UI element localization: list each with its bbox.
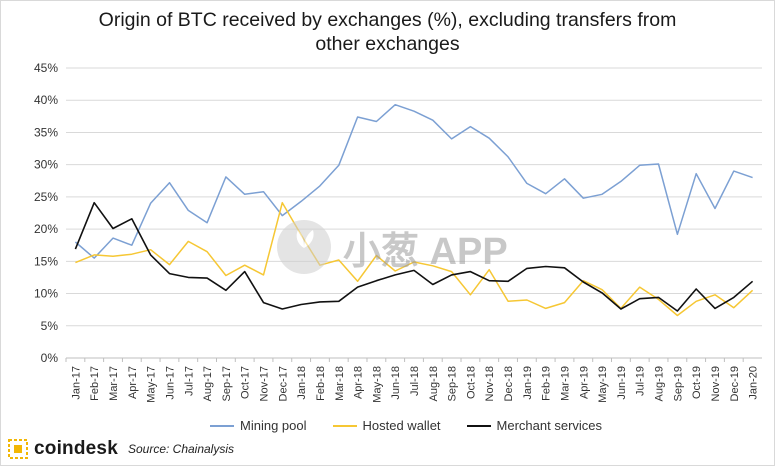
y-tick-label: 20% xyxy=(34,222,58,236)
legend-item-merchant-services: Merchant services xyxy=(466,418,603,433)
x-tick-label: Oct-18 xyxy=(465,366,477,399)
legend-label-merchant-services: Merchant services xyxy=(496,418,603,433)
legend-item-hosted-wallet: Hosted wallet xyxy=(332,418,441,433)
x-tick-label: Jan-19 xyxy=(522,366,534,400)
x-tick-label: Jan-17 xyxy=(70,366,82,400)
y-tick-label: 5% xyxy=(41,319,59,333)
x-tick-label: Aug-18 xyxy=(428,366,440,401)
series-line-mining-pool xyxy=(74,103,753,259)
y-tick-label: 45% xyxy=(34,61,58,75)
x-tick-label: Feb-18 xyxy=(315,366,327,401)
legend-swatch-mining-pool xyxy=(210,424,234,427)
x-tick-label: Nov-17 xyxy=(259,366,271,401)
x-tick-label: Mar-19 xyxy=(559,366,571,401)
coindesk-logo-icon xyxy=(8,439,28,459)
x-tick-label: May-17 xyxy=(146,366,158,403)
x-tick-label: Sep-17 xyxy=(221,366,233,401)
x-tick-label: Jun-19 xyxy=(616,366,628,400)
footer: coindesk Source: Chainalysis xyxy=(8,438,234,460)
legend-swatch-merchant-services xyxy=(466,424,491,427)
x-tick-label: Jan-20 xyxy=(748,366,760,400)
x-tick-label: Jul-19 xyxy=(635,366,647,396)
x-tick-label: Apr-18 xyxy=(353,366,365,399)
x-tick-label: Mar-17 xyxy=(108,366,120,401)
x-tick-label: Nov-18 xyxy=(484,366,496,401)
series-lines xyxy=(74,103,754,317)
legend-label-hosted-wallet: Hosted wallet xyxy=(362,418,441,433)
x-tick-label: Oct-17 xyxy=(240,366,252,399)
x-tick-label: Jul-17 xyxy=(183,366,195,396)
y-tick-label: 10% xyxy=(34,287,58,301)
x-tick-label: Dec-19 xyxy=(729,366,741,401)
x-tick-label: Aug-17 xyxy=(202,366,214,401)
y-tick-label: 35% xyxy=(34,125,58,139)
y-tick-label: 30% xyxy=(34,158,58,172)
y-axis-ticks: 0% 5% 10% 15% 20% 25% 30% 35% 40% 45% xyxy=(34,61,58,365)
chart-title: Origin of BTC received by exchanges (%),… xyxy=(0,8,775,56)
coindesk-brand: coindesk xyxy=(34,438,118,459)
x-tick-label: Mar-18 xyxy=(334,366,346,401)
chart-title-line2: other exchanges xyxy=(315,33,460,55)
chart-title-line1: Origin of BTC received by exchanges (%),… xyxy=(98,9,677,31)
x-tick-label: Aug-19 xyxy=(654,366,666,401)
legend-swatch-hosted-wallet xyxy=(332,424,357,427)
x-tick-label: Feb-17 xyxy=(89,366,101,401)
legend-label-mining-pool: Mining pool xyxy=(240,418,307,433)
y-tick-label: 25% xyxy=(34,190,58,204)
x-tick-label: Sep-18 xyxy=(447,366,459,401)
y-tick-label: 40% xyxy=(34,93,58,107)
x-tick-label: May-19 xyxy=(597,366,609,403)
x-tick-label: May-18 xyxy=(371,366,383,403)
series-line-hosted-wallet xyxy=(75,201,754,317)
source-note: Source: Chainalysis xyxy=(127,442,235,456)
legend: Mining pool Hosted wallet Merchant servi… xyxy=(210,418,602,433)
x-tick-label: Feb-19 xyxy=(541,366,553,401)
x-tick-label: Oct-19 xyxy=(691,366,703,399)
y-tick-label: 0% xyxy=(41,351,59,365)
x-tick-label: Apr-19 xyxy=(578,366,590,399)
x-tick-label: Jul-18 xyxy=(409,366,421,396)
x-tick-label: Dec-18 xyxy=(503,366,515,401)
grid-lines xyxy=(66,67,762,359)
x-tick-label: Dec-17 xyxy=(277,366,289,401)
x-tick-label: Nov-19 xyxy=(710,366,722,401)
x-axis-ticks: Jan-17 Feb-17 Mar-17 Apr-17 May-17 Jun-17 Jul-… xyxy=(65,358,760,403)
x-tick-label: Jun-18 xyxy=(390,366,402,400)
y-tick-label: 15% xyxy=(34,254,58,268)
x-tick-label: Jun-17 xyxy=(164,366,176,400)
x-tick-label: Jan-18 xyxy=(296,366,308,400)
x-tick-label: Sep-19 xyxy=(672,366,684,401)
legend-item-mining-pool: Mining pool xyxy=(210,418,307,433)
series-line-merchant-services xyxy=(74,201,754,312)
x-tick-label: Apr-17 xyxy=(127,366,139,399)
